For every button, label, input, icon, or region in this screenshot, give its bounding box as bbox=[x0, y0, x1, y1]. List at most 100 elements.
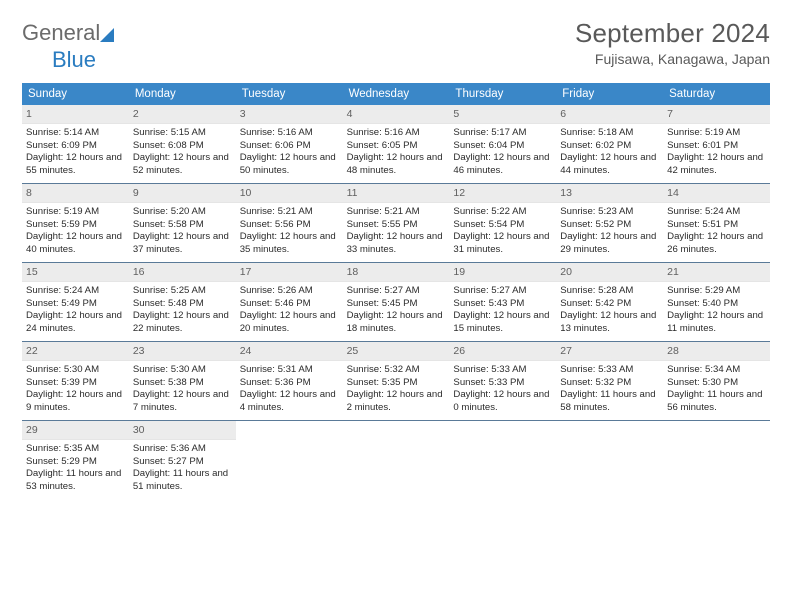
day-number: 18 bbox=[343, 263, 450, 282]
day-body: Sunrise: 5:23 AMSunset: 5:52 PMDaylight:… bbox=[556, 203, 663, 261]
sunset-text: Sunset: 6:08 PM bbox=[133, 140, 232, 153]
daylight-text: Daylight: 12 hours and 46 minutes. bbox=[453, 152, 552, 177]
daylight-text: Daylight: 12 hours and 11 minutes. bbox=[667, 310, 766, 335]
day-number: 2 bbox=[129, 105, 236, 124]
weekday-header-row: Sunday Monday Tuesday Wednesday Thursday… bbox=[22, 83, 770, 105]
sunrise-text: Sunrise: 5:19 AM bbox=[667, 127, 766, 140]
weekday-thu: Thursday bbox=[449, 83, 556, 105]
sunset-text: Sunset: 5:35 PM bbox=[347, 377, 446, 390]
day-cell: 24Sunrise: 5:31 AMSunset: 5:36 PMDayligh… bbox=[236, 342, 343, 420]
daylight-text: Daylight: 12 hours and 9 minutes. bbox=[26, 389, 125, 414]
sunset-text: Sunset: 5:49 PM bbox=[26, 298, 125, 311]
day-body: Sunrise: 5:33 AMSunset: 5:33 PMDaylight:… bbox=[449, 361, 556, 419]
weekday-mon: Monday bbox=[129, 83, 236, 105]
brand-part1: General bbox=[22, 22, 100, 44]
calendar-week: 29Sunrise: 5:35 AMSunset: 5:29 PMDayligh… bbox=[22, 421, 770, 499]
day-body: Sunrise: 5:31 AMSunset: 5:36 PMDaylight:… bbox=[236, 361, 343, 419]
calendar-week: 22Sunrise: 5:30 AMSunset: 5:39 PMDayligh… bbox=[22, 342, 770, 421]
daylight-text: Daylight: 11 hours and 53 minutes. bbox=[26, 468, 125, 493]
daylight-text: Daylight: 12 hours and 22 minutes. bbox=[133, 310, 232, 335]
daylight-text: Daylight: 12 hours and 31 minutes. bbox=[453, 231, 552, 256]
day-number: 11 bbox=[343, 184, 450, 203]
day-cell bbox=[236, 421, 343, 499]
weeks-container: 1Sunrise: 5:14 AMSunset: 6:09 PMDaylight… bbox=[22, 105, 770, 499]
daylight-text: Daylight: 12 hours and 55 minutes. bbox=[26, 152, 125, 177]
calendar-week: 15 Sunrise: 5:24 AMSunset: 5:49 PM Dayligh… bbox=[22, 263, 770, 342]
day-body: Sunrise: 5:16 AMSunset: 6:05 PMDaylight:… bbox=[343, 124, 450, 182]
daylight-text: Daylight: 12 hours and 7 minutes. bbox=[133, 389, 232, 414]
sunset-text: Sunset: 5:40 PM bbox=[667, 298, 766, 311]
sunset-text: Sunset: 5:43 PM bbox=[453, 298, 552, 311]
day-body: Sunrise: 5:32 AMSunset: 5:35 PMDaylight:… bbox=[343, 361, 450, 419]
day-number: 15 bbox=[22, 263, 129, 282]
day-cell: 28Sunrise: 5:34 AMSunset: 5:30 PMDayligh… bbox=[663, 342, 770, 420]
day-cell: 12Sunrise: 5:22 AMSunset: 5:54 PMDayligh… bbox=[449, 184, 556, 262]
sunset-text: Sunset: 5:36 PM bbox=[240, 377, 339, 390]
sunset-text: Sunset: 6:05 PM bbox=[347, 140, 446, 153]
day-body: Sunrise: 5:30 AMSunset: 5:38 PMDaylight:… bbox=[129, 361, 236, 419]
day-number: 10 bbox=[236, 184, 343, 203]
day-cell: 3Sunrise: 5:16 AMSunset: 6:06 PMDaylight… bbox=[236, 105, 343, 183]
day-body: Sunrise: 5:27 AMSunset: 5:43 PMDaylight:… bbox=[449, 282, 556, 340]
sunrise-text: Sunrise: 5:21 AM bbox=[347, 206, 446, 219]
day-cell: 30Sunrise: 5:36 AMSunset: 5:27 PMDayligh… bbox=[129, 421, 236, 499]
day-cell: 13Sunrise: 5:23 AMSunset: 5:52 PMDayligh… bbox=[556, 184, 663, 262]
sunrise-text: Sunrise: 5:20 AM bbox=[133, 206, 232, 219]
day-cell: 2Sunrise: 5:15 AMSunset: 6:08 PMDaylight… bbox=[129, 105, 236, 183]
sunrise-text: Sunrise: 5:34 AM bbox=[667, 364, 766, 377]
sunrise-text: Sunrise: 5:22 AM bbox=[453, 206, 552, 219]
sunset-text: Sunset: 5:29 PM bbox=[26, 456, 125, 469]
daylight-text: Daylight: 12 hours and 33 minutes. bbox=[347, 231, 446, 256]
sunset-text: Sunset: 5:54 PM bbox=[453, 219, 552, 232]
day-number: 8 bbox=[22, 184, 129, 203]
day-body: Sunrise: 5:25 AMSunset: 5:48 PMDaylight:… bbox=[129, 282, 236, 340]
day-body: Sunrise: 5:19 AMSunset: 5:59 PMDaylight:… bbox=[22, 203, 129, 261]
day-cell: 17Sunrise: 5:26 AMSunset: 5:46 PMDayligh… bbox=[236, 263, 343, 341]
day-body: Sunrise: 5:14 AMSunset: 6:09 PMDaylight:… bbox=[22, 124, 129, 182]
title-block: September 2024 Fujisawa, Kanagawa, Japan bbox=[575, 18, 770, 67]
day-cell: 29Sunrise: 5:35 AMSunset: 5:29 PMDayligh… bbox=[22, 421, 129, 499]
sunrise-text: Sunrise: 5:25 AM bbox=[133, 285, 232, 298]
sunrise-text: Sunrise: 5:21 AM bbox=[240, 206, 339, 219]
day-cell: 9Sunrise: 5:20 AMSunset: 5:58 PMDaylight… bbox=[129, 184, 236, 262]
sunrise-text: Sunrise: 5:19 AM bbox=[26, 206, 125, 219]
day-cell: 14Sunrise: 5:24 AMSunset: 5:51 PMDayligh… bbox=[663, 184, 770, 262]
daylight-text: Daylight: 11 hours and 51 minutes. bbox=[133, 468, 232, 493]
day-number: 4 bbox=[343, 105, 450, 124]
sunrise-calendar-page: General September 2024 Fujisawa, Kanagaw… bbox=[0, 0, 792, 517]
location-title: Fujisawa, Kanagawa, Japan bbox=[575, 51, 770, 67]
sunrise-text: Sunrise: 5:24 AM bbox=[26, 285, 125, 298]
day-cell bbox=[343, 421, 450, 499]
daylight-text: Daylight: 11 hours and 58 minutes. bbox=[560, 389, 659, 414]
day-number: 21 bbox=[663, 263, 770, 282]
sunrise-text: Sunrise: 5:33 AM bbox=[560, 364, 659, 377]
day-number: 29 bbox=[22, 421, 129, 440]
weekday-wed: Wednesday bbox=[343, 83, 450, 105]
sunrise-text: Sunrise: 5:36 AM bbox=[133, 443, 232, 456]
sunrise-text: Sunrise: 5:16 AM bbox=[240, 127, 339, 140]
weekday-sat: Saturday bbox=[663, 83, 770, 105]
sunrise-text: Sunrise: 5:31 AM bbox=[240, 364, 339, 377]
day-number: 22 bbox=[22, 342, 129, 361]
daylight-text: Daylight: 12 hours and 26 minutes. bbox=[667, 231, 766, 256]
day-number: 28 bbox=[663, 342, 770, 361]
day-number: 17 bbox=[236, 263, 343, 282]
day-body: Sunrise: 5:29 AMSunset: 5:40 PMDaylight:… bbox=[663, 282, 770, 340]
sunrise-text: Sunrise: 5:17 AM bbox=[453, 127, 552, 140]
sunset-text: Sunset: 5:46 PM bbox=[240, 298, 339, 311]
day-cell: 19Sunrise: 5:27 AMSunset: 5:43 PMDayligh… bbox=[449, 263, 556, 341]
sunset-text: Sunset: 6:02 PM bbox=[560, 140, 659, 153]
day-cell: 8Sunrise: 5:19 AMSunset: 5:59 PMDaylight… bbox=[22, 184, 129, 262]
day-number: 7 bbox=[663, 105, 770, 124]
daylight-text: Daylight: 12 hours and 44 minutes. bbox=[560, 152, 659, 177]
day-cell: 1Sunrise: 5:14 AMSunset: 6:09 PMDaylight… bbox=[22, 105, 129, 183]
sunrise-text: Sunrise: 5:30 AM bbox=[26, 364, 125, 377]
day-number: 27 bbox=[556, 342, 663, 361]
day-body: Sunrise: 5:33 AMSunset: 5:32 PMDaylight:… bbox=[556, 361, 663, 419]
day-number: 3 bbox=[236, 105, 343, 124]
weekday-tue: Tuesday bbox=[236, 83, 343, 105]
day-number: 5 bbox=[449, 105, 556, 124]
day-cell: 23Sunrise: 5:30 AMSunset: 5:38 PMDayligh… bbox=[129, 342, 236, 420]
daylight-text: Daylight: 12 hours and 52 minutes. bbox=[133, 152, 232, 177]
day-cell bbox=[449, 421, 556, 499]
